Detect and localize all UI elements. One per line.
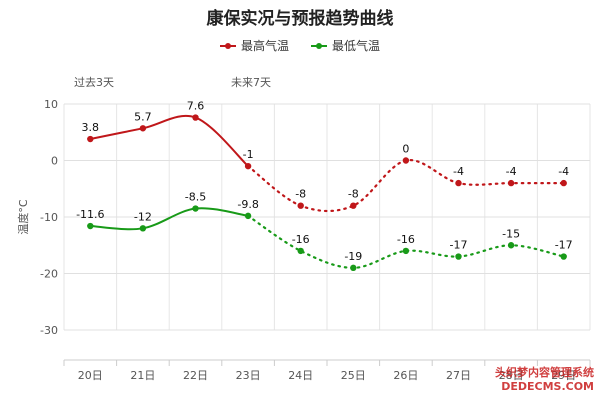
data-point-min	[139, 225, 147, 232]
data-label-max: -8	[295, 188, 306, 201]
legend-swatch-min	[311, 41, 327, 51]
x-tick-label: 21日	[130, 369, 155, 382]
legend-item-max[interactable]: 最高气温	[219, 37, 289, 54]
data-label-min: -19	[344, 250, 362, 263]
data-label-min: -9.8	[237, 198, 258, 211]
data-point-min	[297, 247, 304, 255]
y-tick-label: 0	[51, 155, 58, 168]
data-point-min	[192, 205, 199, 212]
data-point-max	[560, 179, 567, 187]
data-point-min	[350, 264, 357, 272]
legend-swatch-max	[219, 41, 236, 51]
watermark: 头织梦内容管理系统 DEDECMS.COM	[495, 366, 594, 393]
data-label-max: -8	[348, 188, 359, 201]
data-label-max: 7.6	[187, 100, 205, 113]
data-label-max: -4	[558, 165, 569, 178]
data-point-min	[402, 247, 410, 255]
y-tick-label: 10	[44, 98, 58, 111]
y-axis-title: 温度°C	[16, 199, 30, 234]
data-point-min	[560, 253, 567, 260]
data-point-max	[244, 162, 252, 170]
y-tick-label: -10	[40, 211, 58, 224]
x-tick-label: 23日	[236, 369, 261, 382]
data-label-min: -12	[134, 210, 152, 223]
data-label-min: -17	[555, 239, 573, 252]
series-line-min-observed	[90, 207, 249, 231]
x-tick-label: 26日	[393, 369, 418, 382]
data-point-max	[87, 135, 94, 143]
data-label-min: -11.6	[76, 208, 104, 221]
data-label-max: 5.7	[134, 110, 152, 123]
data-point-max	[507, 179, 515, 187]
data-label-min: -15	[502, 227, 520, 240]
chart-title: 康保实况与预报趋势曲线	[206, 9, 394, 29]
data-point-max	[455, 179, 462, 187]
x-tick-label: 27日	[446, 369, 471, 382]
data-label-max: 3.8	[82, 121, 100, 134]
data-point-min	[507, 242, 515, 249]
x-tick-label: 24日	[288, 369, 313, 382]
data-label-min: -17	[450, 239, 468, 252]
x-tick-label: 25日	[341, 369, 366, 382]
x-tick-label: 28日	[499, 369, 524, 382]
data-label-max: -4	[506, 165, 517, 178]
data-point-max	[402, 157, 410, 164]
data-label-max: 0	[402, 143, 409, 156]
period-label-future: 未来7天	[231, 76, 271, 89]
chart-legend: 最高气温 最低气温	[0, 37, 600, 54]
data-point-max	[139, 125, 147, 132]
x-tick-label: 29日	[551, 369, 576, 382]
data-label-max: -4	[453, 165, 464, 178]
x-tick-label: 22日	[183, 369, 208, 382]
legend-item-min[interactable]: 最低气温	[311, 37, 380, 54]
legend-label-min: 最低气温	[332, 39, 381, 53]
y-tick-label: -30	[40, 324, 58, 337]
data-point-max	[350, 202, 357, 209]
y-tick-label: -20	[40, 268, 58, 281]
period-label-past: 过去3天	[74, 76, 114, 89]
data-point-min	[244, 212, 252, 220]
data-point-max	[297, 202, 304, 209]
data-point-max	[192, 114, 199, 121]
series-line-max-observed	[90, 115, 249, 167]
x-tick-label: 20日	[78, 369, 103, 382]
data-label-min: -16	[397, 233, 415, 246]
legend-label-max: 最高气温	[240, 39, 289, 53]
data-label-min: -16	[292, 233, 310, 246]
data-point-min	[87, 222, 94, 230]
data-label-max: -1	[243, 148, 254, 161]
data-label-min: -8.5	[185, 191, 206, 204]
data-point-min	[455, 253, 462, 260]
